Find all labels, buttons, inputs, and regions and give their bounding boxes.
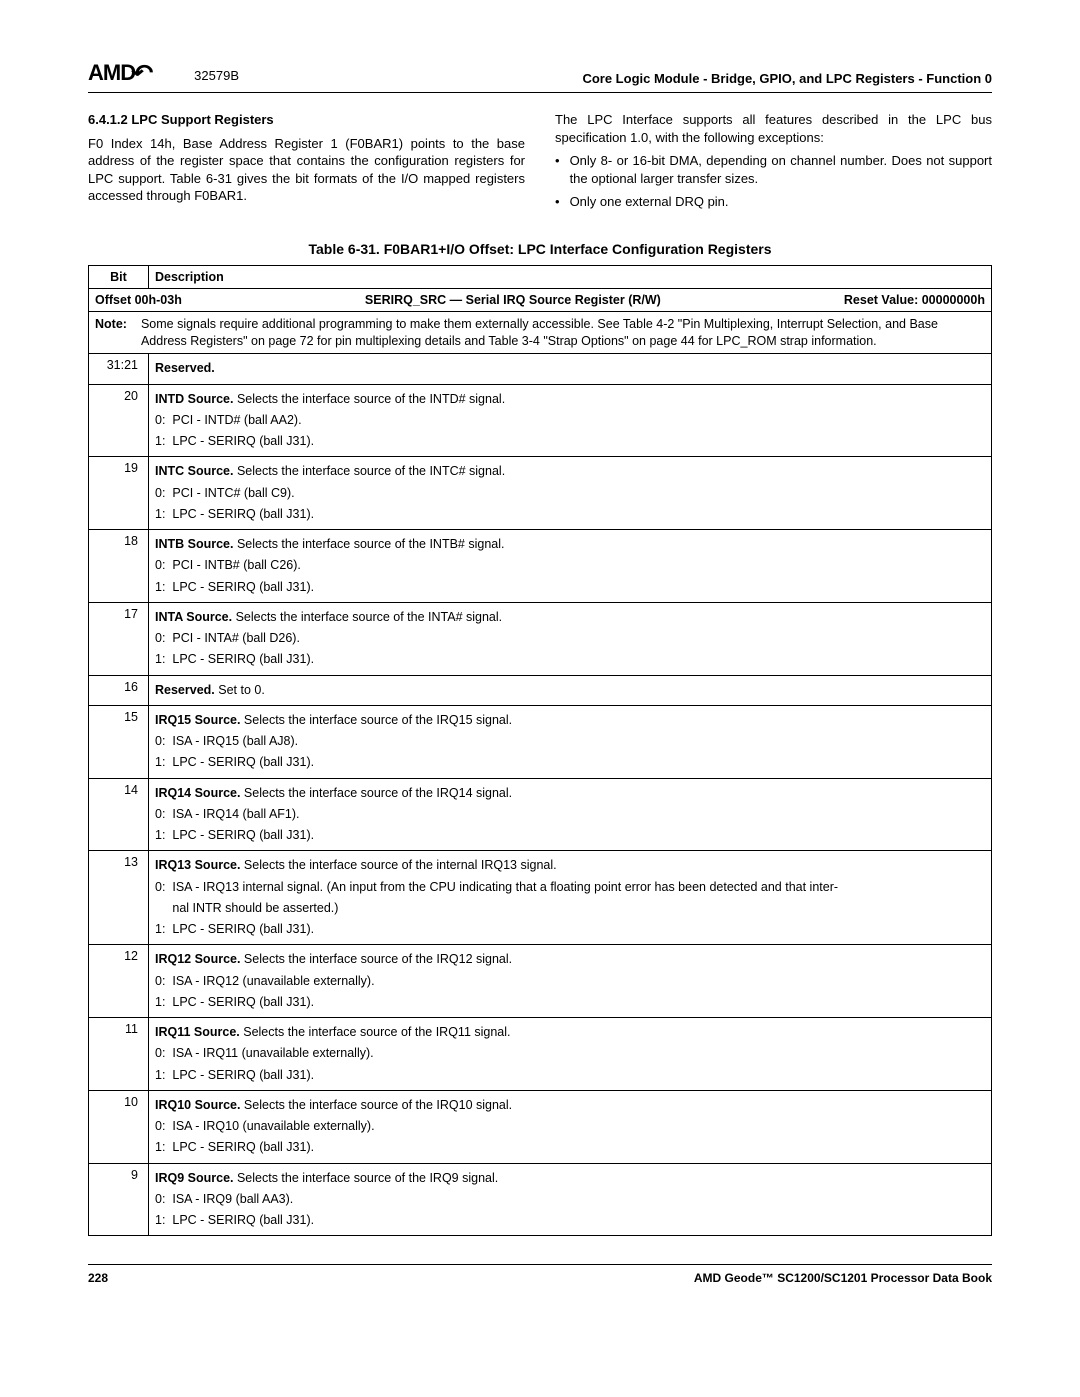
page-number: 228	[88, 1271, 108, 1285]
list-item: Only one external DRQ pin.	[555, 193, 992, 211]
table-row: 14IRQ14 Source. Selects the interface so…	[89, 778, 992, 851]
description-cell: IRQ13 Source. Selects the interface sour…	[149, 851, 992, 945]
reset-value: Reset Value: 00000000h	[844, 293, 985, 307]
offset-label: Offset 00h-03h	[95, 293, 182, 307]
table-row: 19INTC Source. Selects the interface sou…	[89, 457, 992, 530]
table-row: 18INTB Source. Selects the interface sou…	[89, 530, 992, 603]
table-row: 31:21Reserved.	[89, 354, 992, 384]
bit-cell: 17	[89, 602, 149, 675]
col-header-desc: Description	[149, 265, 992, 288]
exception-list: Only 8- or 16-bit DMA, depending on chan…	[555, 152, 992, 211]
doc-title: Core Logic Module - Bridge, GPIO, and LP…	[582, 71, 992, 86]
book-title: AMD Geode™ SC1200/SC1201 Processor Data …	[694, 1271, 992, 1285]
register-name: SERIRQ_SRC — Serial IRQ Source Register …	[365, 293, 661, 307]
table-caption: Table 6-31. F0BAR1+I/O Offset: LPC Inter…	[88, 241, 992, 257]
bit-cell: 10	[89, 1090, 149, 1163]
description-cell: IRQ9 Source. Selects the interface sourc…	[149, 1163, 992, 1236]
description-cell: IRQ15 Source. Selects the interface sour…	[149, 705, 992, 778]
list-item: Only 8- or 16-bit DMA, depending on chan…	[555, 152, 992, 187]
description-cell: IRQ12 Source. Selects the interface sour…	[149, 945, 992, 1018]
bit-cell: 20	[89, 384, 149, 457]
register-table: Bit Description Offset 00h-03h SERIRQ_SR…	[88, 265, 992, 1237]
description-cell: INTC Source. Selects the interface sourc…	[149, 457, 992, 530]
description-cell: INTA Source. Selects the interface sourc…	[149, 602, 992, 675]
page-header: AMD↶ 32579B Core Logic Module - Bridge, …	[88, 60, 992, 93]
bit-cell: 18	[89, 530, 149, 603]
left-paragraph: F0 Index 14h, Base Address Register 1 (F…	[88, 135, 525, 205]
table-header-row: Bit Description	[89, 265, 992, 288]
note-row: Note: Some signals require additional pr…	[89, 311, 992, 354]
col-header-bit: Bit	[89, 265, 149, 288]
bit-cell: 11	[89, 1018, 149, 1091]
bit-cell: 19	[89, 457, 149, 530]
table-row: 20INTD Source. Selects the interface sou…	[89, 384, 992, 457]
right-column: The LPC Interface supports all features …	[555, 111, 992, 217]
description-cell: IRQ11 Source. Selects the interface sour…	[149, 1018, 992, 1091]
page-footer: 228 AMD Geode™ SC1200/SC1201 Processor D…	[88, 1264, 992, 1285]
bit-cell: 14	[89, 778, 149, 851]
table-row: 10IRQ10 Source. Selects the interface so…	[89, 1090, 992, 1163]
bit-cell: 31:21	[89, 354, 149, 384]
description-cell: INTD Source. Selects the interface sourc…	[149, 384, 992, 457]
description-cell: Reserved. Set to 0.	[149, 675, 992, 705]
bit-cell: 9	[89, 1163, 149, 1236]
description-cell: INTB Source. Selects the interface sourc…	[149, 530, 992, 603]
offset-row: Offset 00h-03h SERIRQ_SRC — Serial IRQ S…	[89, 288, 992, 311]
table-row: 12IRQ12 Source. Selects the interface so…	[89, 945, 992, 1018]
description-cell: IRQ14 Source. Selects the interface sour…	[149, 778, 992, 851]
body-columns: 6.4.1.2 LPC Support Registers F0 Index 1…	[88, 111, 992, 217]
left-column: 6.4.1.2 LPC Support Registers F0 Index 1…	[88, 111, 525, 217]
table-row: 15IRQ15 Source. Selects the interface so…	[89, 705, 992, 778]
logo: AMD↶	[88, 60, 151, 85]
bit-cell: 12	[89, 945, 149, 1018]
table-row: 13IRQ13 Source. Selects the interface so…	[89, 851, 992, 945]
bit-cell: 13	[89, 851, 149, 945]
bit-cell: 15	[89, 705, 149, 778]
section-heading: 6.4.1.2 LPC Support Registers	[88, 111, 525, 129]
bit-cell: 16	[89, 675, 149, 705]
header-left: AMD↶ 32579B	[88, 60, 239, 86]
table-row: 17INTA Source. Selects the interface sou…	[89, 602, 992, 675]
doc-number: 32579B	[194, 68, 239, 83]
table-row: 16Reserved. Set to 0.	[89, 675, 992, 705]
note-label: Note:	[95, 316, 141, 350]
right-paragraph: The LPC Interface supports all features …	[555, 111, 992, 146]
table-row: 9IRQ9 Source. Selects the interface sour…	[89, 1163, 992, 1236]
description-cell: Reserved.	[149, 354, 992, 384]
note-text: Some signals require additional programm…	[141, 316, 985, 350]
description-cell: IRQ10 Source. Selects the interface sour…	[149, 1090, 992, 1163]
table-row: 11IRQ11 Source. Selects the interface so…	[89, 1018, 992, 1091]
